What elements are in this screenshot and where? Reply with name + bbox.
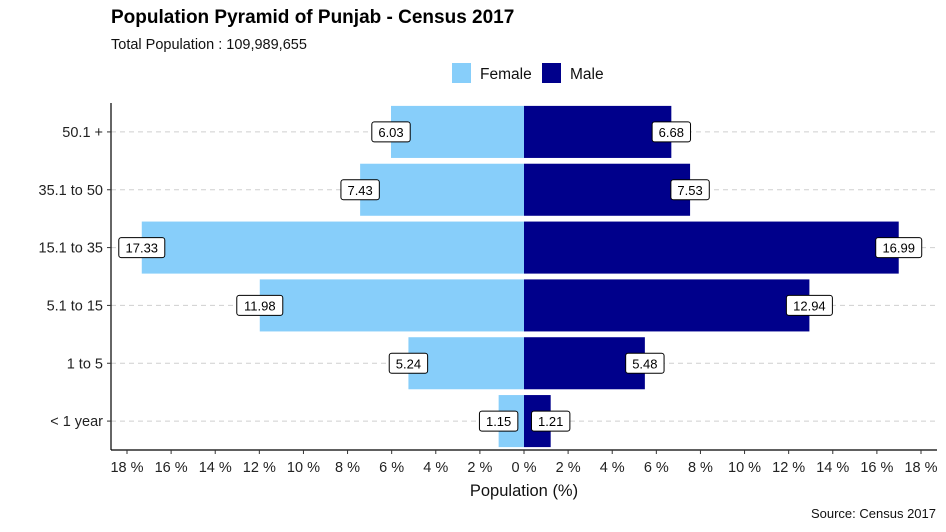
- data-label-female: 7.43: [340, 179, 380, 201]
- x-tick-label: 14 %: [199, 460, 232, 476]
- data-label-male: 6.68: [651, 121, 692, 143]
- y-tick-label: 15.1 to 35: [39, 241, 104, 257]
- legend-label: Female: [480, 66, 532, 83]
- bar-male: [524, 279, 810, 332]
- data-label-female: 6.03: [371, 121, 411, 143]
- legend-swatch: [452, 63, 471, 83]
- data-label-box: [785, 294, 833, 316]
- data-label-male: 5.48: [625, 352, 665, 374]
- y-tick-label: 5.1 to 15: [47, 298, 103, 314]
- data-label-text: 16.99: [882, 241, 915, 256]
- legend-item-female: Female: [452, 63, 532, 83]
- y-tick-label: < 1 year: [50, 414, 103, 430]
- data-labels: 1.15 5.24 11.98 17.33 7.43 6.03 1.21 5.48 12.94 1…: [118, 121, 923, 432]
- bar-male: [524, 105, 672, 158]
- x-tick-label: 0 %: [512, 460, 537, 476]
- data-label-text: 12.94: [793, 298, 826, 313]
- chart-title: Population Pyramid of Punjab - Census 20…: [111, 7, 515, 28]
- chart-subtitle: Total Population : 109,989,655: [111, 37, 307, 53]
- data-label-box: [371, 121, 411, 143]
- legend: Female Male: [452, 63, 604, 83]
- data-label-text: 17.33: [126, 241, 159, 256]
- data-label-text: 5.48: [632, 356, 657, 371]
- bar-female: [259, 279, 524, 332]
- x-tick-label: 2 %: [467, 460, 492, 476]
- x-tick-label: 10 %: [728, 460, 761, 476]
- x-tick-label: 12 %: [772, 460, 805, 476]
- data-label-box: [388, 352, 429, 374]
- x-tick-label: 2 %: [556, 460, 581, 476]
- x-tick-label: 16 %: [155, 460, 188, 476]
- bar-female: [360, 163, 524, 216]
- data-label-female: 5.24: [388, 352, 429, 374]
- legend-label: Male: [570, 66, 604, 83]
- data-label-male: 7.53: [670, 179, 710, 201]
- x-axis-title: Population (%): [470, 482, 578, 500]
- data-label-box: [478, 410, 519, 432]
- data-label-male: 12.94: [785, 294, 833, 316]
- x-tick-label: 10 %: [287, 460, 320, 476]
- axes: < 1 year 1 to 5 5.1 to 15 15.1 to 35 35.1 to…: [39, 103, 938, 500]
- x-tick-label: 18 %: [904, 460, 937, 476]
- data-label-male: 16.99: [875, 237, 923, 259]
- bar-female: [141, 221, 524, 274]
- data-label-text: 11.98: [244, 298, 276, 313]
- data-label-box: [670, 179, 710, 201]
- data-label-box: [651, 121, 692, 143]
- y-tick-label: 35.1 to 50: [39, 183, 104, 199]
- data-label-box: [118, 237, 166, 259]
- data-label-text: 5.24: [396, 356, 421, 371]
- data-label-female: 11.98: [236, 294, 284, 316]
- data-label-box: [625, 352, 665, 374]
- bars: [141, 105, 899, 448]
- data-label-female: 1.15: [478, 410, 519, 432]
- data-label-text: 7.43: [347, 183, 372, 198]
- x-tick-label: 6 %: [379, 460, 404, 476]
- y-tick-label: 1 to 5: [67, 356, 103, 372]
- data-label-text: 1.15: [486, 414, 511, 429]
- data-label-text: 1.21: [538, 414, 563, 429]
- x-tick-label: 8 %: [335, 460, 360, 476]
- x-tick-label: 4 %: [423, 460, 448, 476]
- data-label-box: [875, 237, 923, 259]
- data-label-male: 1.21: [530, 410, 571, 432]
- x-tick-label: 16 %: [860, 460, 893, 476]
- bar-male: [524, 337, 645, 390]
- y-tick-label: 50.1 +: [62, 125, 103, 141]
- bar-male: [524, 163, 691, 216]
- data-label-text: 6.03: [378, 125, 403, 140]
- x-tick-label: 4 %: [600, 460, 625, 476]
- data-label-box: [530, 410, 571, 432]
- legend-swatch: [542, 63, 561, 83]
- x-tick-label: 14 %: [816, 460, 849, 476]
- legend-item-male: Male: [542, 63, 604, 83]
- chart-caption: Source: Census 2017: [810, 506, 936, 521]
- data-label-female: 17.33: [118, 237, 166, 259]
- data-label-box: [236, 294, 284, 316]
- x-tick-label: 12 %: [243, 460, 276, 476]
- data-label-text: 6.68: [659, 125, 684, 140]
- x-tick-label: 18 %: [110, 460, 143, 476]
- bar-female: [391, 105, 524, 158]
- x-tick-label: 8 %: [688, 460, 713, 476]
- data-label-box: [340, 179, 380, 201]
- x-tick-label: 6 %: [644, 460, 669, 476]
- data-label-text: 7.53: [677, 183, 702, 198]
- bar-male: [524, 221, 899, 274]
